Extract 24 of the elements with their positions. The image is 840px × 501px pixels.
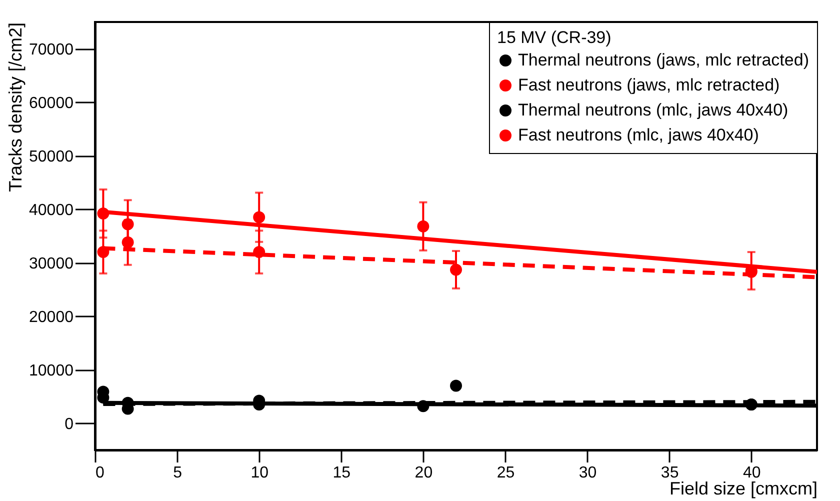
x-tick-label: 20: [414, 464, 433, 482]
y-tick-label: 20000: [29, 308, 74, 326]
legend-label: Fast neutrons (mlc, jaws 40x40): [518, 126, 759, 144]
legend-title: 15 MV (CR-39): [497, 28, 612, 47]
legend-label: Thermal neutrons (mlc, jaws 40x40): [518, 100, 788, 120]
y-tick-label: 70000: [29, 41, 74, 58]
y-tick-label: 40000: [29, 202, 74, 219]
y-tick-label: 50000: [29, 148, 74, 166]
x-tick-label: 35: [660, 464, 679, 482]
x-tick-label: 25: [496, 464, 515, 482]
x-tick-label: 30: [578, 464, 597, 482]
x-tick-label: 5: [173, 464, 182, 482]
y-axis-title: Tracks density [/cm2]: [6, 22, 26, 192]
y-tick-label: 30000: [29, 255, 74, 272]
x-tick-label: 15: [332, 464, 351, 482]
x-tick-label: 40: [742, 464, 761, 482]
x-tick-label: 0: [96, 464, 104, 482]
y-tick-label: 60000: [29, 94, 74, 112]
legend-label: Thermal neutrons (jaws, mlc retracted): [518, 50, 809, 70]
y-tick-label: 10000: [29, 362, 74, 380]
legend-label: Fast neutrons (jaws, mlc retracted): [518, 76, 780, 94]
y-tick-label: 0: [64, 416, 74, 433]
x-tick-label: 10: [250, 464, 269, 482]
x-axis-title: Field size [cmxcm]: [669, 478, 818, 498]
